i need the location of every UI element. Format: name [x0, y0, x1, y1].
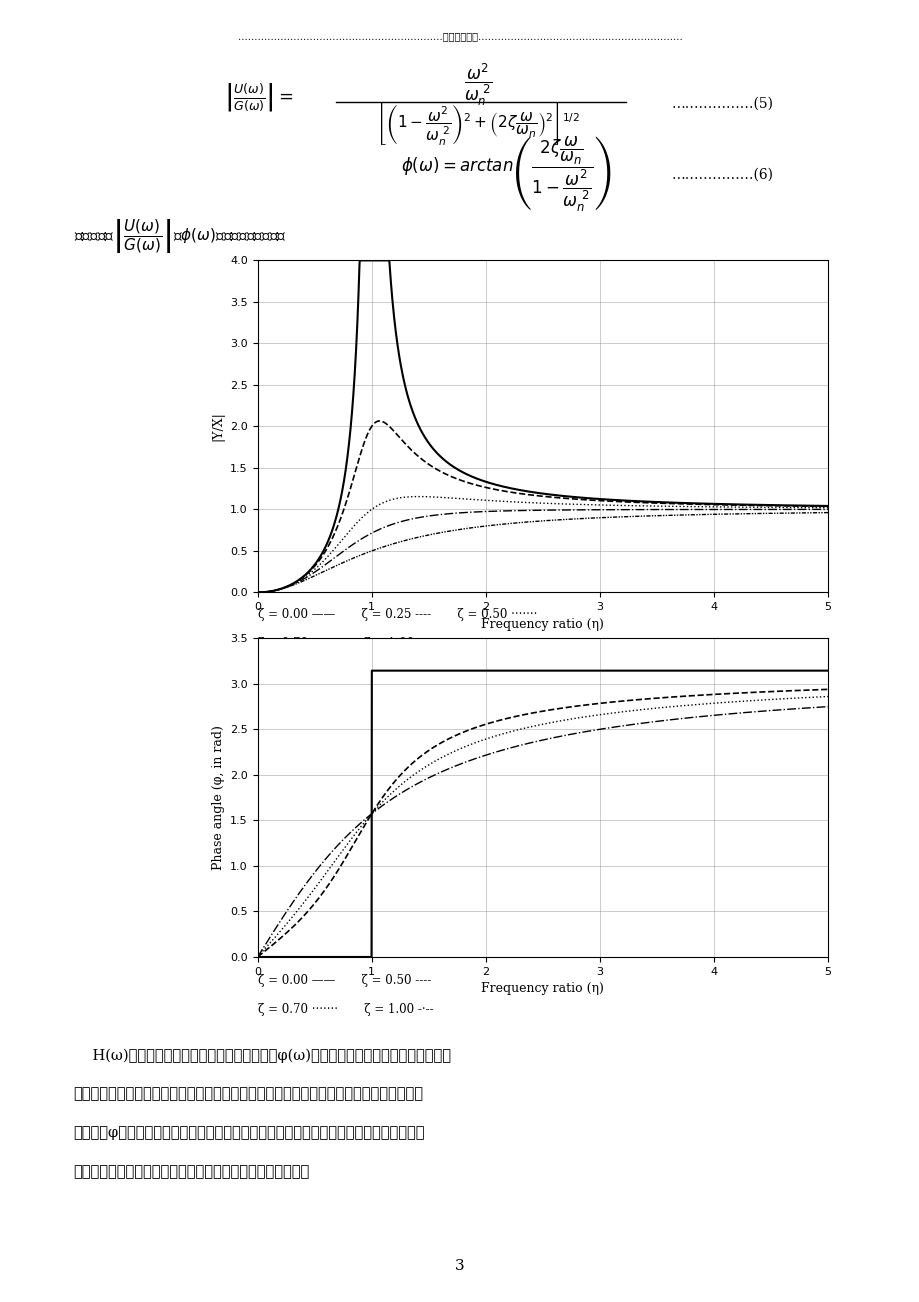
Text: ζ = 0.00 ——       ζ = 0.25 ----       ζ = 0.50 ·······: ζ = 0.00 —— ζ = 0.25 ---- ζ = 0.50 ·····…	[257, 608, 537, 621]
Text: $\dfrac{\omega^2}{\omega_n^{\ 2}}$: $\dfrac{\omega^2}{\omega_n^{\ 2}}$	[464, 61, 492, 108]
Text: ………………(6): ………………(6)	[671, 168, 773, 181]
Text: ζ = 0.70 ·······       ζ = 1.00 -·--: ζ = 0.70 ······· ζ = 1.00 -·--	[257, 1003, 433, 1016]
Text: 下面给出了$\left|\dfrac{U(\omega)}{G(\omega)}\right|$与$\phi(\omega)$关于频率比的图像：: 下面给出了$\left|\dfrac{U(\omega)}{G(\omega)}…	[74, 217, 286, 256]
Text: 3: 3	[455, 1259, 464, 1272]
Text: $\phi(\omega) = arctan\left(\dfrac{2\zeta\dfrac{\omega}{\omega_n}}{1 - \dfrac{\o: $\phi(\omega) = arctan\left(\dfrac{2\zet…	[400, 134, 611, 215]
X-axis label: Frequency ratio (η): Frequency ratio (η)	[481, 617, 604, 630]
Y-axis label: Phase angle (φ, in rad): Phase angle (φ, in rad)	[211, 725, 224, 870]
Text: 率比越大，即外荷载作用的越快，动力反应的滞后时间越长。: 率比越大，即外荷载作用的越快，动力反应的滞后时间越长。	[74, 1165, 310, 1180]
Text: ………………………………………………………专业资料推荐………………………………………………………: ………………………………………………………专业资料推荐……………………………………	[237, 33, 682, 42]
Text: $\left[\left(1-\dfrac{\omega^2}{\omega_n^{\ 2}}\right)^2 + \left(2\zeta\dfrac{\o: $\left[\left(1-\dfrac{\omega^2}{\omega_n…	[376, 100, 580, 147]
Text: ………………(5): ………………(5)	[671, 98, 773, 111]
Text: $\left|\frac{U(\omega)}{G(\omega)}\right| = $: $\left|\frac{U(\omega)}{G(\omega)}\right…	[224, 82, 294, 113]
X-axis label: Frequency ratio (η): Frequency ratio (η)	[481, 982, 604, 995]
Text: H(ω)为复频反应函数，也叫传递函数。相角φ(ω)的含义，在动力荷载作用下，有阻尼: H(ω)为复频反应函数，也叫传递函数。相角φ(ω)的含义，在动力荷载作用下，有阻…	[74, 1048, 450, 1062]
Y-axis label: |Y/X|: |Y/X|	[211, 411, 224, 441]
Text: 体系的动力反应（位移、速度、加速度）一定要滞后动力荷载一段时间，即存在反应滞后现: 体系的动力反应（位移、速度、加速度）一定要滞后动力荷载一段时间，即存在反应滞后现	[74, 1087, 423, 1101]
Text: ζ = 0.00 ——       ζ = 0.50 ----: ζ = 0.00 —— ζ = 0.50 ----	[257, 974, 430, 987]
Text: ζ = 0.70 ·······       ζ = 1.00 -·--: ζ = 0.70 ······· ζ = 1.00 -·--	[257, 637, 433, 650]
Text: 象。相角φ实际是反映结构体系位移相对于动力荷载的反应滞后时间，从下图可以发现，频: 象。相角φ实际是反映结构体系位移相对于动力荷载的反应滞后时间，从下图可以发现，频	[74, 1126, 425, 1141]
